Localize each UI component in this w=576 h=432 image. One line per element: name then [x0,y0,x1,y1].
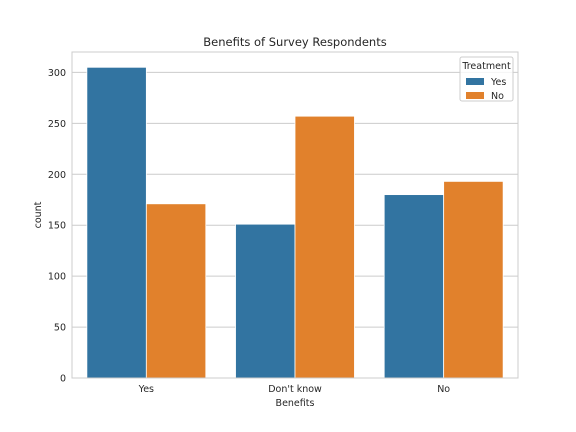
x-tick-label: Don't know [268,384,322,395]
y-tick-label: 150 [48,221,66,232]
y-tick-label: 200 [48,170,66,181]
y-axis-label: count [33,201,44,228]
y-tick-label: 50 [54,323,66,334]
y-tick-label: 300 [48,68,66,79]
x-tick-label: No [437,384,450,395]
legend-box [459,56,514,102]
bar-don-t-know-yes [235,223,296,379]
y-tick-label: 100 [48,272,66,283]
legend-label-no: No [491,91,504,102]
legend-swatch-no [466,92,484,99]
y-tick-labels: 0 50 100 150 200 250 300 [48,68,66,385]
bar-no-yes [383,194,445,379]
y-tick-label: 250 [48,119,66,130]
chart-title: Benefits of Survey Respondents [203,35,386,49]
legend-label-yes: Yes [490,77,506,88]
legend-items: Yes No [466,77,506,102]
bars [86,66,504,379]
plot-frame [71,51,519,379]
bar-yes-yes [86,66,147,379]
bar-no-no [443,180,504,379]
x-axis-label: Benefits [276,398,315,409]
bar-don-t-know-no [294,115,355,379]
x-tick-labels: Yes Don't know No [138,384,451,395]
y-tick-label: 0 [60,374,66,385]
bar-yes-no [145,203,207,379]
legend: Treatment Yes No [459,56,514,102]
legend-swatch-yes [466,78,484,85]
legend-title: Treatment [461,61,511,72]
x-tick-label: Yes [138,384,154,395]
